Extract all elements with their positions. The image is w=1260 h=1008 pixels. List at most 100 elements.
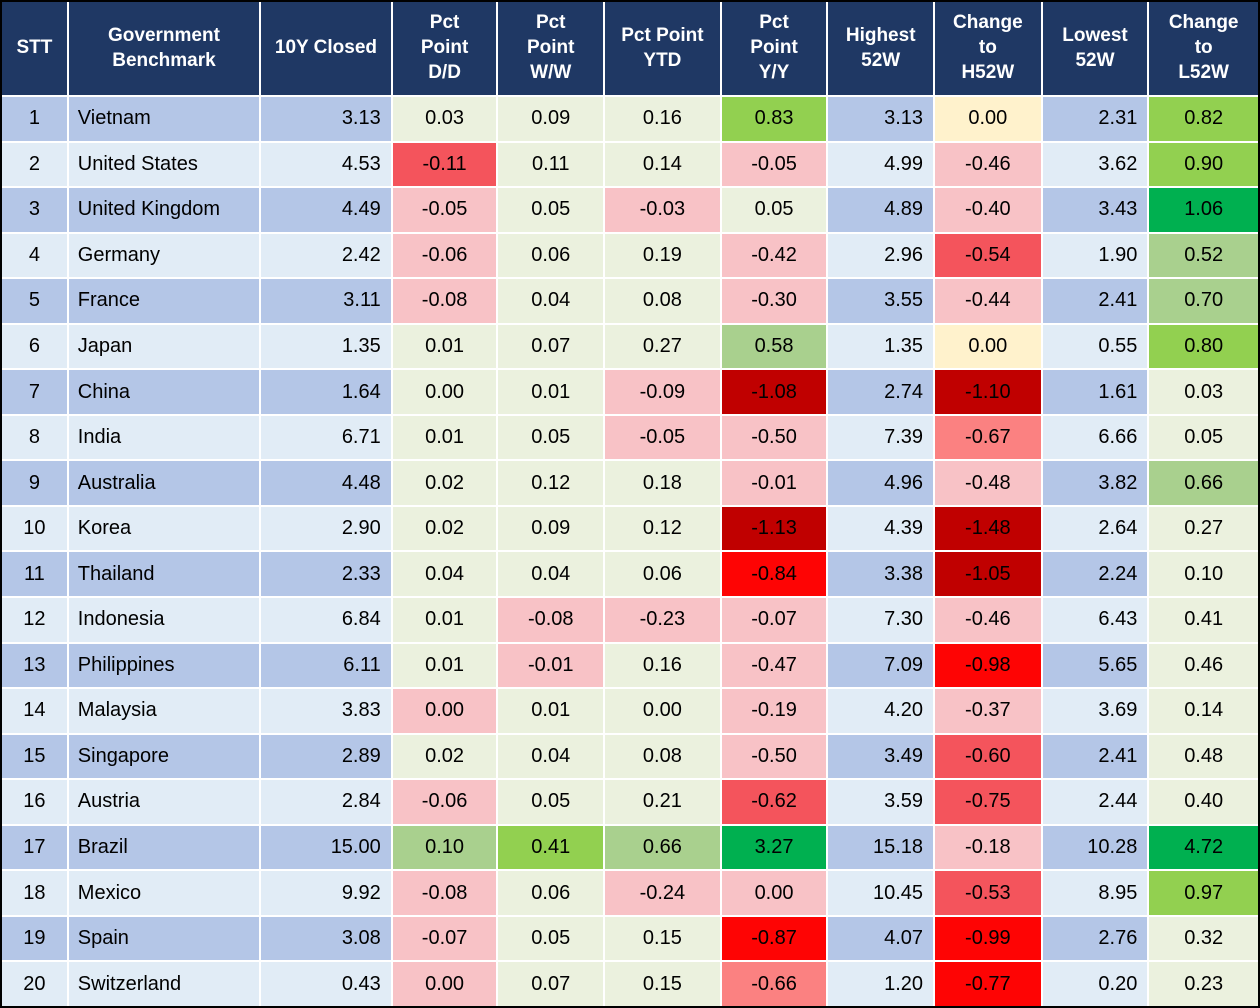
cell-dd[interactable]: 0.03 [392,97,499,141]
cell-closed[interactable]: 15.00 [261,825,393,870]
cell-dd[interactable]: -0.08 [392,279,499,323]
cell-yy[interactable]: -0.47 [721,643,829,688]
cell-ytd[interactable]: 0.12 [605,506,722,551]
cell-yy[interactable]: 3.27 [721,825,829,870]
cell-dd[interactable]: 0.02 [392,506,499,551]
cell-h52[interactable]: 4.20 [828,689,936,733]
cell-h52[interactable]: 3.49 [828,734,936,779]
cell-dd[interactable]: 0.04 [392,552,499,597]
cell-cl52[interactable]: 0.80 [1149,324,1258,369]
cell-ch52[interactable]: -0.77 [935,962,1043,1006]
cell-name[interactable]: Korea [68,506,262,551]
cell-ch52[interactable]: 0.00 [935,97,1043,141]
cell-l52[interactable]: 3.43 [1042,188,1150,232]
cell-ww[interactable]: 0.12 [498,461,606,505]
cell-closed[interactable]: 1.64 [261,370,393,414]
cell-l52[interactable]: 2.44 [1042,780,1150,824]
cell-ch52[interactable]: -0.46 [935,598,1043,642]
cell-name[interactable]: Philippines [68,643,262,688]
cell-ytd[interactable]: 0.16 [605,97,722,141]
cell-stt[interactable]: 11 [2,552,69,597]
cell-ch52[interactable]: -0.37 [935,689,1043,733]
cell-h52[interactable]: 2.74 [828,370,936,414]
cell-cl52[interactable]: 0.66 [1149,461,1258,505]
cell-ytd[interactable]: 0.14 [605,142,722,187]
cell-ch52[interactable]: -1.10 [935,370,1043,414]
cell-ch52[interactable]: -0.54 [935,233,1043,278]
cell-cl52[interactable]: 0.90 [1149,142,1258,187]
cell-stt[interactable]: 12 [2,598,69,642]
cell-closed[interactable]: 2.84 [261,780,393,824]
cell-name[interactable]: Thailand [68,552,262,597]
cell-dd[interactable]: 0.10 [392,825,499,870]
cell-yy[interactable]: -0.62 [721,780,829,824]
cell-ch52[interactable]: -0.46 [935,142,1043,187]
cell-yy[interactable]: -0.87 [721,916,829,961]
cell-yy[interactable]: -0.50 [721,415,829,460]
cell-yy[interactable]: -0.66 [721,962,829,1006]
cell-stt[interactable]: 10 [2,506,69,551]
cell-ww[interactable]: 0.05 [498,780,606,824]
cell-h52[interactable]: 15.18 [828,825,936,870]
cell-closed[interactable]: 3.11 [261,279,393,323]
cell-ww[interactable]: 0.07 [498,962,606,1006]
cell-name[interactable]: United Kingdom [68,188,262,232]
cell-ytd[interactable]: -0.23 [605,598,722,642]
cell-dd[interactable]: 0.00 [392,370,499,414]
cell-stt[interactable]: 2 [2,142,69,187]
cell-ww[interactable]: 0.04 [498,279,606,323]
cell-cl52[interactable]: 1.06 [1149,188,1258,232]
cell-dd[interactable]: 0.01 [392,643,499,688]
cell-ytd[interactable]: 0.15 [605,916,722,961]
cell-ytd[interactable]: 0.00 [605,689,722,733]
cell-ww[interactable]: 0.05 [498,415,606,460]
cell-stt[interactable]: 6 [2,324,69,369]
cell-dd[interactable]: 0.01 [392,415,499,460]
cell-cl52[interactable]: 0.41 [1149,598,1258,642]
cell-ch52[interactable]: -0.99 [935,916,1043,961]
cell-h52[interactable]: 3.13 [828,97,936,141]
cell-l52[interactable]: 10.28 [1042,825,1150,870]
cell-ch52[interactable]: -0.53 [935,871,1043,915]
cell-h52[interactable]: 4.07 [828,916,936,961]
cell-yy[interactable]: -0.05 [721,142,829,187]
cell-cl52[interactable]: 0.03 [1149,370,1258,414]
cell-l52[interactable]: 3.62 [1042,142,1150,187]
cell-h52[interactable]: 4.89 [828,188,936,232]
cell-yy[interactable]: -0.19 [721,689,829,733]
cell-cl52[interactable]: 0.32 [1149,916,1258,961]
cell-l52[interactable]: 5.65 [1042,643,1150,688]
cell-closed[interactable]: 2.89 [261,734,393,779]
cell-dd[interactable]: 0.02 [392,461,499,505]
cell-h52[interactable]: 7.39 [828,415,936,460]
cell-yy[interactable]: -1.13 [721,506,829,551]
cell-name[interactable]: Germany [68,233,262,278]
cell-name[interactable]: United States [68,142,262,187]
cell-ytd[interactable]: 0.08 [605,279,722,323]
cell-name[interactable]: China [68,370,262,414]
cell-ww[interactable]: 0.06 [498,233,606,278]
cell-ytd[interactable]: 0.19 [605,233,722,278]
cell-ch52[interactable]: -0.18 [935,825,1043,870]
cell-closed[interactable]: 3.13 [261,97,393,141]
cell-cl52[interactable]: 0.10 [1149,552,1258,597]
cell-name[interactable]: Mexico [68,871,262,915]
cell-stt[interactable]: 3 [2,188,69,232]
cell-dd[interactable]: 0.00 [392,689,499,733]
cell-closed[interactable]: 1.35 [261,324,393,369]
cell-cl52[interactable]: 0.23 [1149,962,1258,1006]
cell-h52[interactable]: 3.59 [828,780,936,824]
cell-dd[interactable]: 0.00 [392,962,499,1006]
cell-h52[interactable]: 1.35 [828,324,936,369]
cell-closed[interactable]: 0.43 [261,962,393,1006]
cell-cl52[interactable]: 0.70 [1149,279,1258,323]
cell-stt[interactable]: 7 [2,370,69,414]
cell-ww[interactable]: 0.09 [498,97,606,141]
cell-name[interactable]: Vietnam [68,97,262,141]
cell-ch52[interactable]: -0.40 [935,188,1043,232]
cell-stt[interactable]: 15 [2,734,69,779]
cell-name[interactable]: Japan [68,324,262,369]
cell-dd[interactable]: 0.02 [392,734,499,779]
cell-ytd[interactable]: 0.06 [605,552,722,597]
cell-stt[interactable]: 18 [2,871,69,915]
